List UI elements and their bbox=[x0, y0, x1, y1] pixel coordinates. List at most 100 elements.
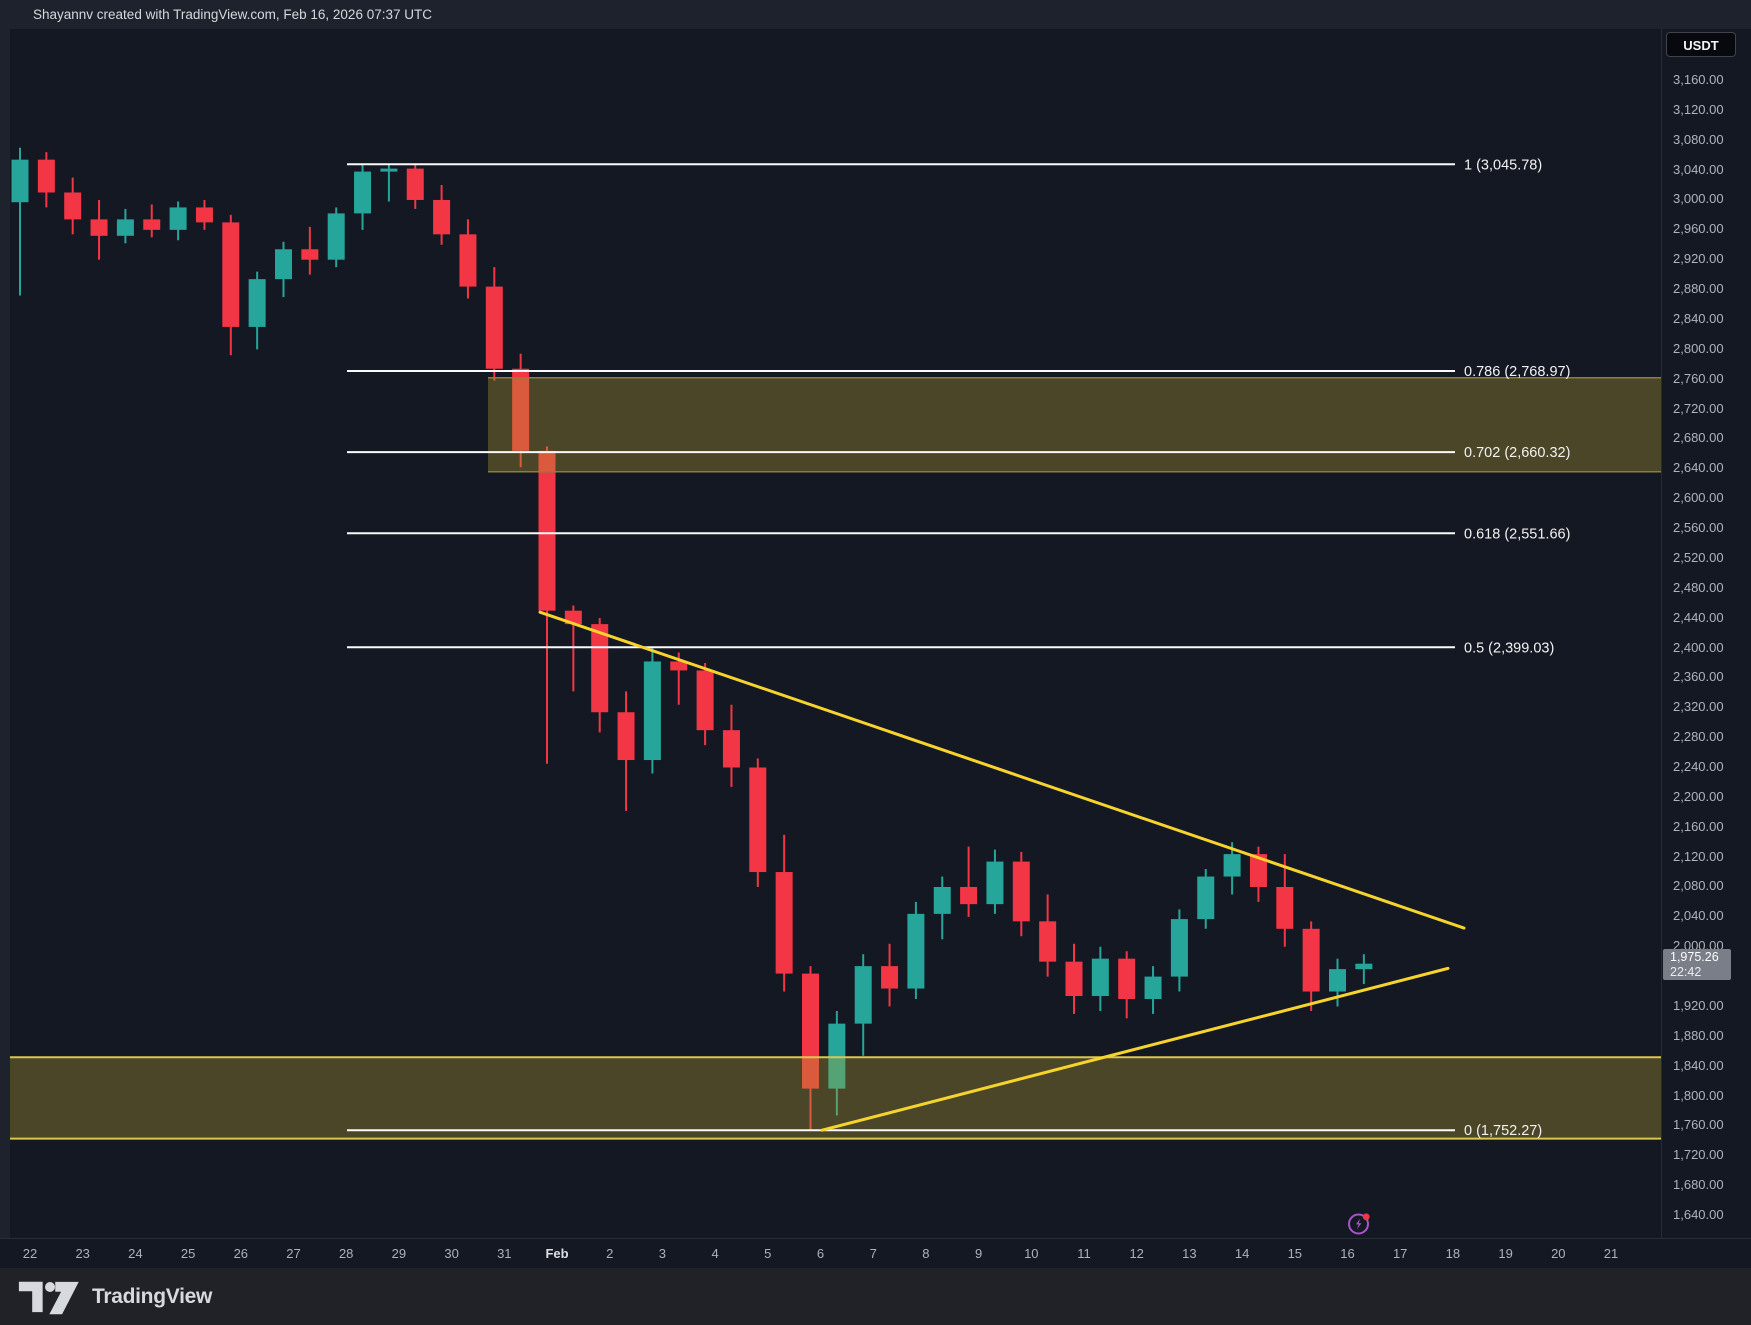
time-tick: 16 bbox=[1340, 1246, 1355, 1261]
time-tick: 6 bbox=[816, 1246, 825, 1261]
time-tick: 19 bbox=[1498, 1246, 1513, 1261]
price-tick: 2,560.00 bbox=[1673, 520, 1724, 536]
time-tick: 12 bbox=[1129, 1246, 1144, 1261]
time-tick: 31 bbox=[497, 1246, 512, 1261]
candle-body bbox=[986, 861, 1004, 905]
candle-body bbox=[1355, 963, 1373, 970]
price-tick: 2,680.00 bbox=[1673, 430, 1724, 446]
price-tick: 2,320.00 bbox=[1673, 699, 1724, 715]
last-price-badge: 1,975.26 22:42 bbox=[1663, 948, 1731, 980]
candle-body bbox=[670, 661, 688, 671]
price-tick: 3,080.00 bbox=[1673, 131, 1724, 147]
price-tick: 2,840.00 bbox=[1673, 310, 1724, 326]
candle-body bbox=[90, 219, 108, 236]
price-tick: 2,440.00 bbox=[1673, 609, 1724, 625]
time-tick: 11 bbox=[1077, 1246, 1091, 1261]
candle-body bbox=[485, 286, 503, 369]
time-tick: 7 bbox=[869, 1246, 877, 1261]
price-tick: 2,800.00 bbox=[1673, 340, 1724, 356]
last-price-value: 1,975.26 bbox=[1670, 949, 1719, 964]
candle-body bbox=[37, 159, 55, 193]
price-tick: 1,640.00 bbox=[1673, 1207, 1724, 1223]
candle-body bbox=[643, 661, 661, 761]
price-tick: 1,800.00 bbox=[1673, 1087, 1724, 1103]
candle-body bbox=[1223, 854, 1241, 877]
candle-body bbox=[327, 213, 345, 260]
candle-body bbox=[617, 712, 635, 761]
candle-body bbox=[248, 279, 266, 327]
price-tick: 2,640.00 bbox=[1673, 460, 1724, 476]
candle-body bbox=[512, 368, 530, 451]
candle-body bbox=[696, 670, 714, 731]
price-tick: 1,680.00 bbox=[1673, 1177, 1724, 1193]
candle-body bbox=[775, 872, 793, 974]
time-tick: 13 bbox=[1182, 1246, 1197, 1261]
time-tick: 8 bbox=[922, 1246, 930, 1261]
time-tick: 14 bbox=[1234, 1246, 1250, 1261]
price-tick: 1,880.00 bbox=[1673, 1027, 1724, 1043]
candle-body bbox=[1329, 969, 1346, 992]
time-tick: 5 bbox=[764, 1246, 772, 1261]
time-tick: 30 bbox=[444, 1246, 459, 1261]
candle-body bbox=[933, 886, 951, 914]
candle-body bbox=[169, 207, 187, 230]
fib-label: 0 (1,752.27) bbox=[1464, 1123, 1542, 1139]
candle-body bbox=[960, 886, 978, 905]
candle-body bbox=[828, 1023, 846, 1089]
time-tick: 21 bbox=[1603, 1246, 1619, 1261]
candle-body bbox=[380, 168, 398, 172]
price-tick: 2,120.00 bbox=[1673, 848, 1724, 864]
tradingview-logo-icon[interactable] bbox=[17, 1277, 83, 1317]
price-tick: 2,920.00 bbox=[1673, 251, 1724, 267]
events-lightning-icon[interactable] bbox=[1346, 1211, 1372, 1237]
price-tick: 2,360.00 bbox=[1673, 669, 1724, 685]
candle-body bbox=[1170, 919, 1188, 977]
candle-body bbox=[11, 159, 29, 203]
time-tick: 17 bbox=[1392, 1246, 1408, 1261]
time-tick: 15 bbox=[1287, 1246, 1303, 1261]
candles-layer bbox=[11, 147, 1373, 1131]
time-tick: 28 bbox=[338, 1246, 354, 1261]
time-tick: 2 bbox=[606, 1246, 614, 1261]
price-tick: 3,000.00 bbox=[1673, 191, 1724, 207]
price-tick: 1,920.00 bbox=[1673, 997, 1724, 1013]
candle-body bbox=[301, 249, 319, 260]
candle-body bbox=[1012, 861, 1030, 922]
time-tick: 3 bbox=[658, 1246, 667, 1261]
footer-bar: TradingView bbox=[0, 1268, 1751, 1325]
bar-countdown: 22:42 bbox=[1670, 964, 1702, 979]
candle-body bbox=[433, 199, 451, 235]
candle-body bbox=[749, 767, 767, 873]
fib-label: 1 (3,045.78) bbox=[1464, 157, 1542, 173]
candle-body bbox=[195, 207, 213, 223]
fib-label: 0.618 (2,551.66) bbox=[1464, 526, 1570, 542]
price-tick: 2,240.00 bbox=[1673, 759, 1724, 774]
candle-body bbox=[1118, 958, 1136, 999]
time-tick: 29 bbox=[391, 1246, 407, 1261]
candle-body bbox=[881, 966, 899, 989]
candle-body bbox=[854, 966, 872, 1024]
trendlines-layer bbox=[538, 610, 1466, 1132]
time-tick: 4 bbox=[711, 1246, 719, 1261]
time-tick: 22 bbox=[22, 1246, 38, 1261]
candle-body bbox=[1302, 928, 1320, 992]
currency-badge[interactable]: USDT bbox=[1666, 32, 1736, 57]
price-tick: 2,400.00 bbox=[1673, 639, 1724, 655]
price-tick: 1,840.00 bbox=[1673, 1057, 1724, 1073]
price-axis[interactable]: 1,640.00 1,680.00 1,720.00 1,760.00 1,800.00… bbox=[1661, 29, 1751, 1268]
price-tick: 2,600.00 bbox=[1673, 490, 1724, 506]
fib-label: 0.786 (2,768.97) bbox=[1464, 364, 1570, 380]
tradingview-wordmark[interactable]: TradingView bbox=[92, 1284, 213, 1308]
time-tick: 9 bbox=[974, 1246, 983, 1261]
candle-body bbox=[116, 219, 134, 236]
candle-body bbox=[406, 168, 424, 200]
time-axis[interactable]: 22 23 24 25 26 27 28 29 30 31 Feb 2 3 4 5 6 7 8 9 10 11 12 13 1… bbox=[0, 1238, 1751, 1268]
candle-body bbox=[722, 730, 740, 768]
candle-body bbox=[1091, 958, 1109, 997]
price-tick: 2,520.00 bbox=[1673, 549, 1724, 565]
candle-body bbox=[907, 913, 925, 989]
candlestick-chart[interactable]: 1 (3,045.78) 0.786 (2,768.97) 0.702 (2,660… bbox=[0, 0, 1661, 1238]
price-tick: 2,760.00 bbox=[1673, 370, 1724, 386]
candle-body bbox=[222, 222, 240, 327]
